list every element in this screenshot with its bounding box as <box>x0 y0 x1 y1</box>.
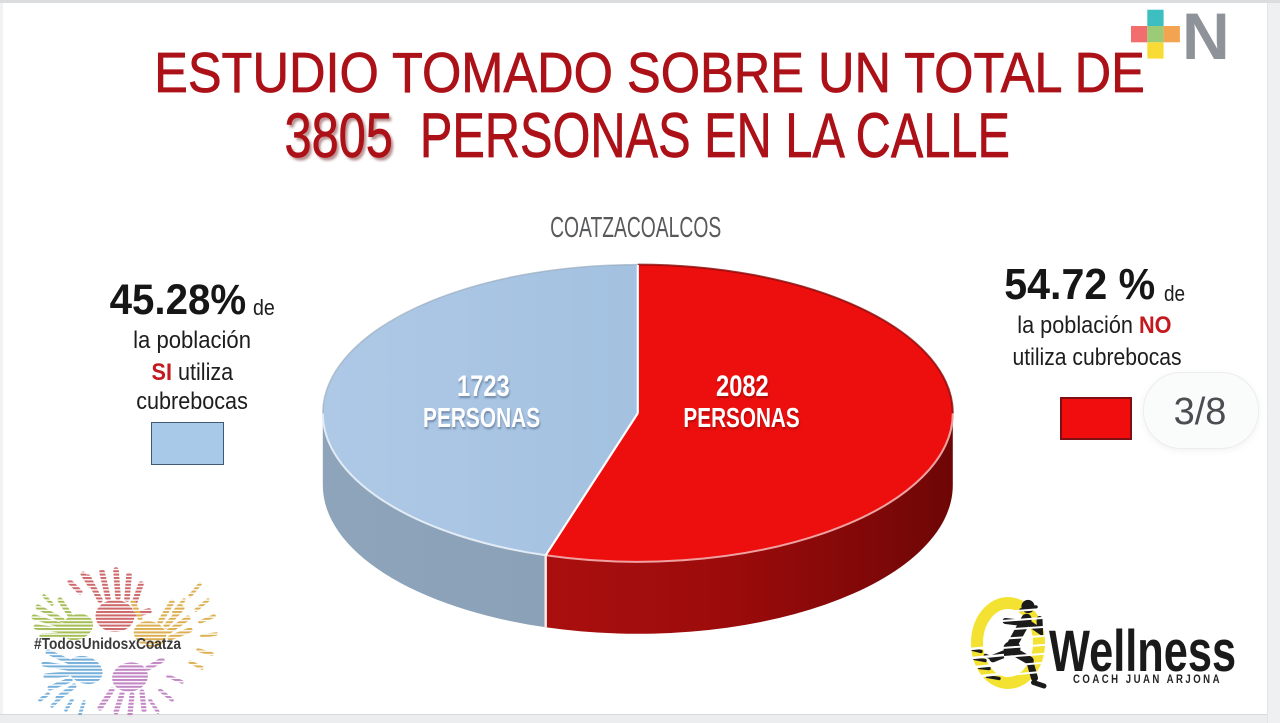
svg-text:N: N <box>1182 6 1230 64</box>
